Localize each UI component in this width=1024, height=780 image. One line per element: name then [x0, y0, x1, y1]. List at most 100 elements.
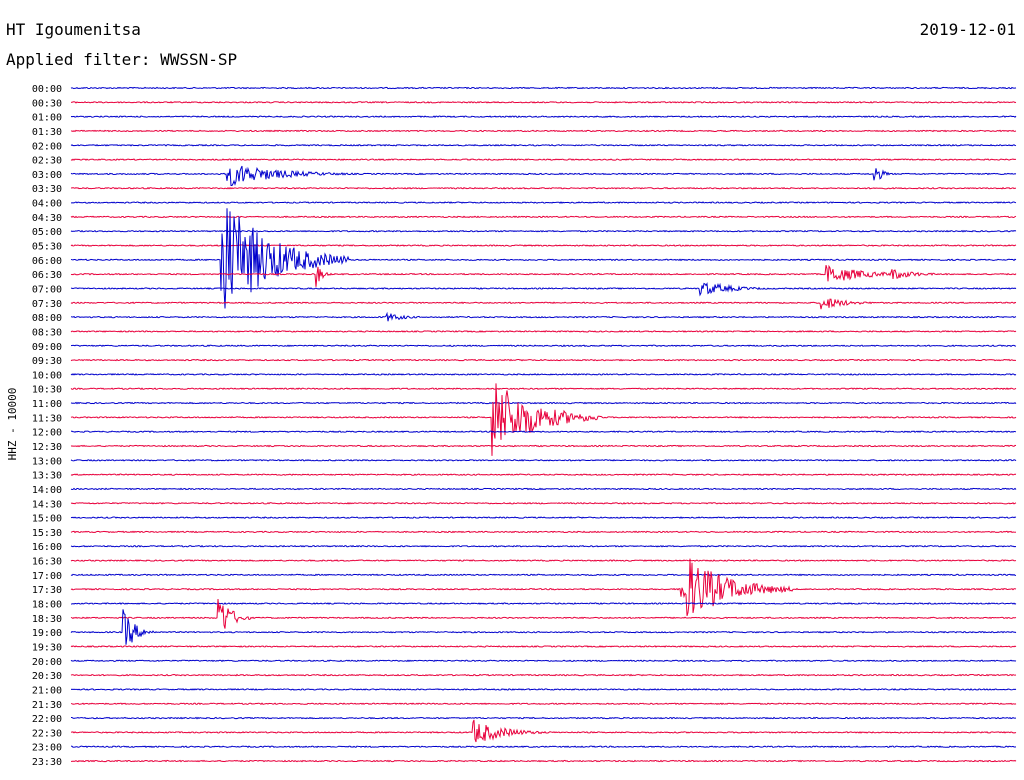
- filter-label: Applied filter: WWSSN-SP: [6, 50, 238, 69]
- row-label: 03:00: [32, 170, 62, 181]
- date-label: 2019-12-01: [919, 20, 1016, 39]
- trace-0730: [70, 298, 1017, 310]
- trace-1330: [70, 473, 1017, 476]
- row-label: 01:30: [32, 127, 62, 138]
- trace-0000: [70, 86, 1017, 90]
- trace-1600: [70, 544, 1017, 548]
- row-label: 05:30: [32, 242, 62, 253]
- row-label: 09:30: [32, 356, 62, 367]
- trace-0300: [70, 165, 1017, 186]
- trace-1200: [70, 430, 1017, 433]
- row-label: 23:30: [32, 757, 62, 768]
- row-label: 00:00: [32, 84, 62, 95]
- trace-0500: [70, 229, 1017, 233]
- trace-0530: [70, 244, 1017, 247]
- trace-2230: [70, 719, 1017, 743]
- row-label: 19:00: [32, 628, 62, 639]
- trace-1930: [70, 645, 1017, 648]
- trace-1300: [70, 459, 1017, 462]
- row-label: 12:00: [32, 428, 62, 439]
- trace-0600: [70, 208, 1017, 309]
- row-label: 20:30: [32, 671, 62, 682]
- row-label: 10:30: [32, 385, 62, 396]
- row-label: 19:30: [32, 642, 62, 653]
- trace-2000: [70, 659, 1017, 663]
- row-label: 22:30: [32, 728, 62, 739]
- trace-0900: [70, 344, 1017, 348]
- row-label: 14:30: [32, 499, 62, 510]
- trace-1230: [70, 444, 1017, 448]
- row-label: 10:00: [32, 370, 62, 381]
- row-label: 21:00: [32, 685, 62, 696]
- row-label: 23:00: [32, 743, 62, 754]
- row-label: 06:00: [32, 256, 62, 267]
- trace-1030: [70, 387, 1017, 391]
- trace-2130: [70, 702, 1017, 706]
- channel-label: HHZ - 10000: [6, 388, 19, 461]
- row-label: 05:00: [32, 227, 62, 238]
- row-label: 12:30: [32, 442, 62, 453]
- trace-0330: [70, 186, 1017, 190]
- trace-2330: [70, 759, 1017, 763]
- row-label: 17:00: [32, 571, 62, 582]
- trace-0130: [70, 129, 1017, 133]
- row-label: 18:00: [32, 600, 62, 611]
- trace-1000: [70, 373, 1017, 376]
- trace-1430: [70, 501, 1017, 505]
- trace-1500: [70, 516, 1017, 519]
- row-label: 02:30: [32, 156, 62, 167]
- row-label: 03:30: [32, 184, 62, 195]
- trace-2200: [70, 716, 1016, 720]
- row-label: 22:00: [32, 714, 62, 725]
- row-label: 13:00: [32, 456, 62, 467]
- row-labels: 00:00 00:30 01:00 01:30 02:00 02:30 03:00 03:30…: [32, 84, 62, 768]
- trace-0200: [70, 143, 1017, 147]
- trace-1530: [70, 530, 1017, 534]
- row-label: 09:00: [32, 342, 62, 353]
- trace-1130: [70, 383, 1017, 456]
- trace-1400: [70, 487, 1017, 491]
- trace-0630: [70, 264, 1017, 287]
- row-label: 11:30: [32, 413, 62, 424]
- traces: [70, 86, 1017, 763]
- row-label: 08:30: [32, 327, 62, 338]
- row-label: 07:30: [32, 299, 62, 310]
- trace-0700: [70, 282, 1017, 297]
- row-label: 16:30: [32, 557, 62, 568]
- station-title: HT Igoumenitsa: [6, 20, 141, 39]
- row-label: 00:30: [32, 98, 62, 109]
- row-label: 15:00: [32, 514, 62, 525]
- row-label: 02:00: [32, 141, 62, 152]
- trace-0230: [70, 158, 1017, 161]
- row-label: 01:00: [32, 113, 62, 124]
- trace-1900: [70, 609, 1017, 645]
- row-label: 08:00: [32, 313, 62, 324]
- trace-1100: [70, 401, 1017, 405]
- trace-0800: [70, 311, 1017, 322]
- row-label: 16:00: [32, 542, 62, 553]
- trace-0100: [70, 115, 1017, 118]
- trace-0830: [70, 330, 1017, 333]
- row-label: 20:00: [32, 657, 62, 668]
- trace-0430: [70, 215, 1017, 219]
- row-label: 04:00: [32, 199, 62, 210]
- row-label: 11:00: [32, 399, 62, 410]
- row-label: 21:30: [32, 700, 62, 711]
- trace-2030: [70, 673, 1017, 677]
- trace-1700: [70, 573, 1017, 577]
- row-label: 04:30: [32, 213, 62, 224]
- trace-0400: [71, 201, 1017, 204]
- trace-0030: [70, 101, 1017, 104]
- row-label: 17:30: [32, 585, 62, 596]
- trace-2100: [70, 688, 1017, 691]
- trace-2300: [70, 745, 1017, 749]
- row-label: 07:00: [32, 284, 62, 295]
- trace-1630: [70, 559, 1017, 562]
- row-label: 18:30: [32, 614, 62, 625]
- trace-1800: [70, 602, 1017, 605]
- trace-1730: [70, 558, 1017, 617]
- row-label: 13:30: [32, 471, 62, 482]
- row-label: 14:00: [32, 485, 62, 496]
- trace-0930: [70, 358, 1017, 362]
